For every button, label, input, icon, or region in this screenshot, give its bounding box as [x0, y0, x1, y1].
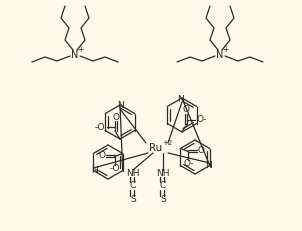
Text: N: N [117, 101, 124, 110]
Text: O-: O- [197, 116, 207, 125]
Text: C: C [160, 182, 166, 191]
Text: Ru: Ru [149, 143, 162, 153]
Text: -O: -O [95, 122, 105, 131]
Text: +: + [77, 46, 83, 55]
Text: C: C [130, 182, 136, 191]
Text: S: S [160, 195, 166, 204]
Text: -O: -O [109, 164, 120, 173]
Text: N: N [205, 161, 212, 170]
Text: O: O [98, 151, 105, 160]
Text: NH: NH [156, 168, 170, 177]
Text: N: N [91, 166, 98, 175]
Text: O-: O- [183, 159, 194, 168]
Text: N: N [178, 94, 185, 103]
Text: O: O [113, 112, 120, 122]
Text: N: N [71, 50, 79, 60]
Text: O: O [182, 106, 189, 115]
Text: N: N [216, 50, 224, 60]
Text: +2: +2 [162, 140, 172, 146]
Text: NH: NH [126, 168, 140, 177]
Text: O: O [198, 146, 205, 155]
Text: S: S [130, 195, 136, 204]
Text: +: + [222, 46, 228, 55]
